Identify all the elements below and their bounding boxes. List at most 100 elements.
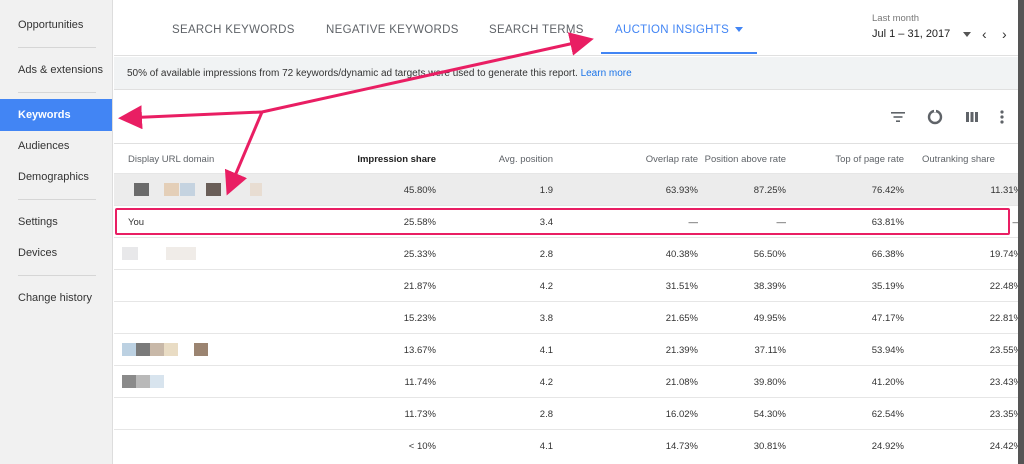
position-above-rate-cell: 37.11% — [754, 345, 786, 356]
sidebar-item-keywords[interactable]: Keywords — [0, 99, 112, 131]
table-row[interactable]: 21.87% 4.2 31.51% 38.39% 35.19% 22.48% — [114, 269, 1022, 301]
table-row[interactable]: You 25.58% 3.4 — — 63.81% — — [114, 205, 1022, 237]
segment-icon[interactable] — [926, 108, 944, 126]
position-above-rate-cell: 56.50% — [753, 249, 786, 260]
redacted-domain — [166, 247, 196, 260]
column-header-domain[interactable]: Display URL domain — [128, 154, 215, 165]
top-of-page-rate-cell: 66.38% — [871, 249, 904, 260]
impression-share-cell: 25.58% — [403, 217, 436, 228]
redaction-mask — [114, 238, 236, 464]
tab-search-keywords[interactable]: SEARCH KEYWORDS — [172, 24, 295, 36]
table-row[interactable]: 15.23% 3.8 21.65% 49.95% 47.17% 22.81% — [114, 301, 1022, 333]
overlap-rate-cell: 31.51% — [665, 281, 698, 292]
tab-auction-insights-label: AUCTION INSIGHTS — [615, 24, 730, 36]
sidebar-item-ads-extensions[interactable]: Ads & extensions — [18, 64, 103, 76]
redacted-domain — [122, 247, 138, 260]
column-header-impression-share[interactable]: Impression share — [357, 154, 436, 165]
position-above-rate-cell: 49.95% — [753, 313, 786, 324]
redacted-domain — [164, 343, 178, 356]
outranking-share-cell: 23.35% — [989, 409, 1022, 420]
top-of-page-rate-cell: 62.54% — [871, 409, 904, 420]
impression-share-cell: 11.73% — [404, 409, 436, 420]
redacted-domain — [136, 343, 150, 356]
position-above-rate-cell: — — [776, 217, 787, 228]
impression-share-cell: 25.33% — [403, 249, 436, 260]
column-header-outranking-share[interactable]: Outranking share — [922, 154, 995, 165]
outranking-share-cell: — — [1013, 217, 1023, 228]
impression-share-cell: < 10% — [408, 441, 436, 452]
columns-icon[interactable] — [963, 108, 981, 126]
table-row[interactable]: 11.73% 2.8 16.02% 54.30% 62.54% 23.35% — [114, 397, 1022, 429]
outranking-share-cell: 23.43% — [989, 377, 1022, 388]
sidebar-item-devices[interactable]: Devices — [18, 247, 58, 259]
table-row[interactable]: 13.67% 4.1 21.39% 37.11% 53.94% 23.55% — [114, 333, 1022, 365]
sidebar-item-audiences[interactable]: Audiences — [18, 140, 70, 152]
column-header-overlap-rate[interactable]: Overlap rate — [645, 154, 698, 165]
dropdown-caret-icon — [735, 27, 744, 33]
date-range-label: Last month — [872, 13, 919, 24]
top-of-page-rate-cell: 35.19% — [871, 281, 904, 292]
table-toolbar — [114, 90, 1018, 144]
top-of-page-rate-cell: 41.20% — [871, 377, 904, 388]
redacted-domain — [180, 183, 195, 196]
redacted-domain — [136, 375, 150, 388]
avg-position-cell: 3.4 — [539, 217, 553, 228]
top-of-page-rate-cell: 24.92% — [871, 441, 904, 452]
avg-position-cell: 4.2 — [539, 281, 553, 292]
sidebar-nav: Opportunities Ads & extensions Keywords … — [0, 0, 113, 464]
outranking-share-cell: 24.42% — [989, 441, 1022, 452]
chevron-right-icon[interactable]: › — [1002, 26, 1007, 42]
learn-more-link[interactable]: Learn more — [580, 68, 632, 79]
avg-position-cell: 4.2 — [539, 377, 553, 388]
position-above-rate-cell: 38.39% — [753, 281, 786, 292]
avg-position-cell: 1.9 — [539, 185, 553, 196]
filter-icon[interactable] — [889, 108, 907, 126]
overlap-rate-cell: 21.08% — [665, 377, 698, 388]
overlap-rate-cell: 21.39% — [665, 345, 698, 356]
tab-negative-keywords[interactable]: NEGATIVE KEYWORDS — [326, 24, 459, 36]
table-row[interactable]: < 10% 4.1 14.73% 30.81% 24.92% 24.42% — [114, 429, 1022, 461]
banner-text: 50% of available impressions from 72 key… — [127, 68, 581, 79]
avg-position-cell: 4.1 — [539, 345, 553, 356]
tab-auction-insights[interactable]: AUCTION INSIGHTS — [601, 24, 758, 54]
redacted-domain — [250, 183, 262, 196]
table-row[interactable]: 45.80% 1.9 63.93% 87.25% 76.42% 11.31% — [114, 173, 1022, 205]
more-vert-icon[interactable] — [993, 108, 1011, 126]
overlap-rate-cell: — — [688, 217, 699, 228]
top-of-page-rate-cell: 47.17% — [871, 313, 904, 324]
overlap-rate-cell: 21.65% — [665, 313, 698, 324]
position-above-rate-cell: 39.80% — [753, 377, 786, 388]
overlap-rate-cell: 63.93% — [665, 185, 698, 196]
redacted-domain — [150, 343, 164, 356]
outranking-share-cell: 19.74% — [989, 249, 1022, 260]
sidebar-divider — [18, 92, 96, 93]
column-header-position-above-rate[interactable]: Position above rate — [704, 154, 786, 165]
sidebar-divider — [18, 275, 96, 276]
column-header-top-of-page-rate[interactable]: Top of page rate — [835, 154, 904, 165]
top-of-page-rate-cell: 63.81% — [871, 217, 904, 228]
sidebar-item-opportunities[interactable]: Opportunities — [18, 19, 84, 31]
outranking-share-cell: 22.48% — [989, 281, 1022, 292]
outranking-share-cell: 11.31% — [990, 185, 1022, 196]
sidebar-divider — [18, 199, 96, 200]
chevron-left-icon[interactable]: ‹ — [982, 26, 987, 42]
table-header: Display URL domain Impression share Avg.… — [114, 145, 1018, 173]
outranking-share-cell: 23.55% — [989, 345, 1022, 356]
sidebar-item-settings[interactable]: Settings — [18, 216, 58, 228]
sidebar-item-demographics[interactable]: Demographics — [18, 171, 89, 183]
avg-position-cell: 2.8 — [539, 249, 553, 260]
date-range-picker[interactable]: Jul 1 – 31, 2017 — [872, 28, 951, 40]
date-dropdown-icon[interactable] — [963, 32, 971, 37]
position-above-rate-cell: 54.30% — [753, 409, 786, 420]
top-of-page-rate-cell: 76.42% — [871, 185, 904, 196]
sidebar-item-change-history[interactable]: Change history — [18, 292, 92, 304]
redacted-domain — [194, 343, 208, 356]
column-header-avg-position[interactable]: Avg. position — [498, 154, 553, 165]
impression-share-cell: 21.87% — [403, 281, 436, 292]
tab-search-terms[interactable]: SEARCH TERMS — [489, 24, 584, 36]
impression-share-cell: 15.23% — [403, 313, 436, 324]
table-row[interactable]: 25.33% 2.8 40.38% 56.50% 66.38% 19.74% — [114, 237, 1022, 269]
table-row[interactable]: 11.74% 4.2 21.08% 39.80% 41.20% 23.43% — [114, 365, 1022, 397]
overlap-rate-cell: 16.02% — [665, 409, 698, 420]
